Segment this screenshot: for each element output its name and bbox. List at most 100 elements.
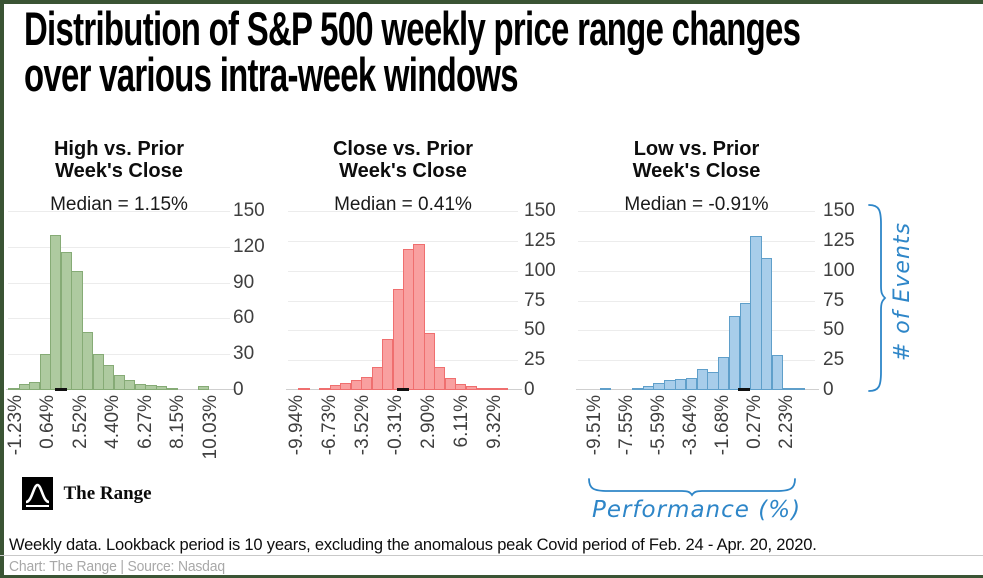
gridline [8,282,230,284]
histogram-bar [782,387,795,390]
y-tick-label: 100 [823,259,855,281]
histogram-bar [82,331,94,390]
histogram-bar [350,380,362,390]
x-tick-label: -3.64% [680,395,702,456]
y-tick-label: 150 [524,200,556,221]
x-tick-label: -3.52% [351,395,373,456]
gridline [8,246,230,248]
histogram-bar [642,386,654,390]
x-tick-label: 2.52% [69,395,91,449]
footer-divider [0,555,983,556]
y-axis-annotation: # of Events [890,222,915,362]
y-tick-label: 25 [524,349,546,371]
y-tick-label: 150 [233,200,265,221]
x-tick-label: 8.15% [167,395,189,449]
x-tick-label: 10.03% [199,395,221,460]
histogram-bar [631,388,644,390]
gridline [578,211,815,212]
y-tick-label: 50 [524,319,546,341]
footer-credit: Chart: The Range | Source: Nasdaq [9,558,225,575]
histogram-bar [750,236,762,390]
median-value: Median = 0.41% [331,194,475,216]
panel-title-line: Low vs. Prior [633,138,760,160]
x-tick-label: 6.27% [134,395,156,449]
histogram-bar [599,388,611,390]
histogram-bar [113,374,125,390]
histogram-bar [166,387,178,390]
histogram-bar [71,270,83,390]
histogram-bar [793,388,805,390]
histogram-bar [145,385,157,390]
x-tick-label: -5.59% [648,395,670,456]
median-label-1: Median = 1.15% [8,194,230,216]
x-tick-label: -9.94% [285,395,307,456]
y-tick-label: 75 [524,289,546,311]
histogram-bar [8,387,20,390]
x-tick-label: -9.51% [584,395,606,456]
histogram-bar [29,381,41,390]
histogram-bar [319,388,331,390]
y-tick-label: 90 [233,271,255,293]
panel-title-1: High vs. Prior Week's Close [8,138,230,182]
x-tick-label: 2.23% [776,395,798,449]
median-value: Median = 1.15% [47,194,191,216]
panel-title-line: Week's Close [55,160,183,182]
histogram-bar [771,355,784,390]
y-tick-label: 50 [823,319,845,341]
gridline [578,330,815,332]
histogram-bar [434,367,446,390]
y-tick-label: 75 [823,289,845,311]
main-title: Distribution of S&P 500 weekly price ran… [24,5,801,101]
x-tick-label: -0.31% [384,395,406,456]
gridline [578,360,815,362]
histogram-bar [403,249,415,390]
x-tick-label: 9.32% [484,395,505,449]
x-tick-label: 0.27% [744,395,766,449]
histogram-bar [340,382,352,390]
gridline [8,211,230,212]
y-tick-label: 0 [233,379,244,400]
histogram-bar [382,338,394,390]
median-label-3: Median = -0.91% [578,194,815,216]
plot-area-2 [286,211,522,391]
histogram-bar [476,387,488,390]
histogram-bar [718,356,730,390]
main-title-line2: over various intra-week windows [24,48,519,101]
histogram-bar [50,234,62,390]
x-tick-label: 6.11% [450,395,472,448]
histogram-bar [413,244,425,390]
footer-note: Weekly data. Lookback period is 10 years… [9,536,817,554]
right-brace-icon [868,204,887,392]
panel-title-line: Week's Close [339,160,467,182]
histogram-bar [92,354,104,390]
gridline [8,318,230,320]
page-border-bottom [0,575,983,578]
logo: The Range [22,477,222,511]
histogram-bar [18,384,30,390]
histogram-bar [329,385,341,390]
gridline [578,240,815,242]
panel-title-line: Week's Close [632,160,761,182]
histogram-bar [124,380,136,390]
gridline [288,240,518,242]
histogram-bar [423,332,435,390]
histogram-bar [392,288,404,390]
histogram-bar [497,388,509,390]
y-tick-label: 0 [823,379,834,400]
x-tick-label: 0.64% [37,395,59,449]
y-tick-label: 60 [233,307,255,329]
y-tick-label: 25 [823,349,845,371]
underbrace-icon [588,478,796,497]
panel-title-3: Low vs. Prior Week's Close [578,138,815,182]
histogram-bar [156,386,168,390]
median-tick [737,388,750,391]
histogram-bar [739,302,751,390]
x-axis-annotation: Performance (%) [591,497,802,523]
histogram-bar [198,386,210,390]
page-border-top [0,0,983,4]
y-tick-label: 125 [524,229,556,251]
panel-title-line: High vs. Prior [53,138,185,160]
x-tick-label: -7.55% [616,395,638,456]
x-tick-label: 2.90% [417,395,439,449]
logo-text: The Range [63,482,152,504]
